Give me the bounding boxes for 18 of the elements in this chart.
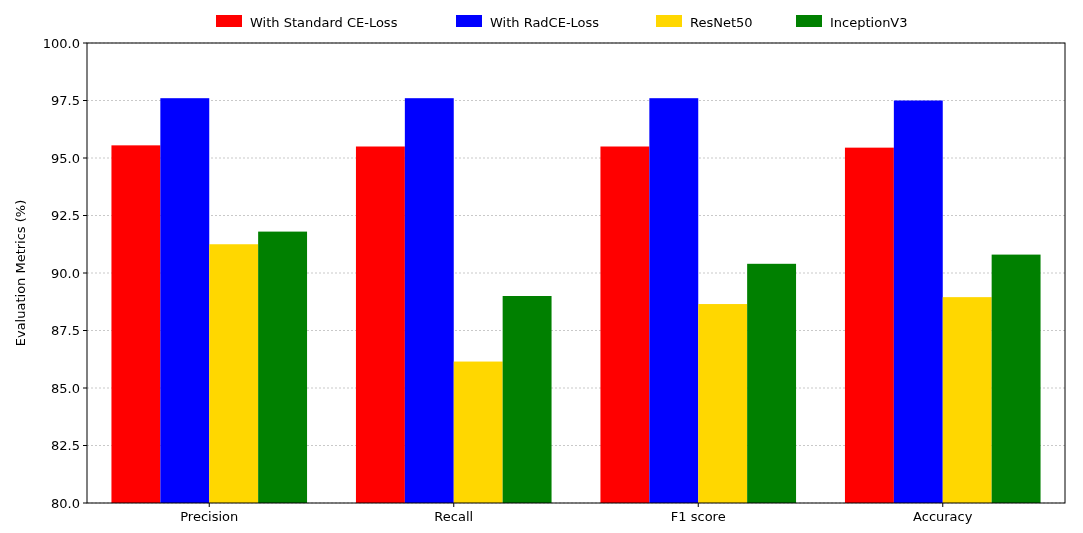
x-tick-label: Accuracy <box>913 509 973 524</box>
x-tick-label: F1 score <box>670 509 726 524</box>
legend-label: With RadCE-Loss <box>490 14 600 30</box>
x-tick-label: Recall <box>434 509 474 524</box>
legend-label: With Standard CE-Loss <box>250 14 398 30</box>
legend-label: ResNet50 <box>690 14 753 30</box>
legend-label: InceptionV3 <box>830 14 908 30</box>
y-tick-label: 80.0 <box>51 495 80 511</box>
y-tick-label: 82.5 <box>51 438 80 454</box>
x-tick-label: Precision <box>180 509 239 524</box>
y-tick-label: 85.0 <box>51 380 80 396</box>
y-tick-label: 95.0 <box>51 150 80 166</box>
y-tick-label: 90.0 <box>51 265 80 281</box>
y-tick-label: 100.0 <box>42 35 80 51</box>
y-tick-label: 87.5 <box>51 323 80 339</box>
y-tick-label: 97.5 <box>51 93 80 109</box>
y-axis-title: Evaluation Metrics (%) <box>13 199 28 347</box>
y-tick-label: 92.5 <box>51 208 80 224</box>
